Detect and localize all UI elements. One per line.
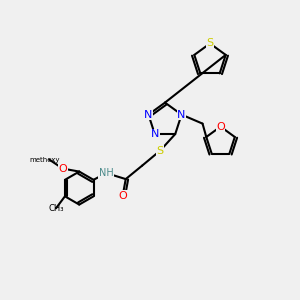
Text: NH: NH <box>99 168 114 178</box>
Text: O: O <box>118 190 127 201</box>
Text: CH₃: CH₃ <box>48 204 64 213</box>
Text: S: S <box>157 146 164 156</box>
Text: O: O <box>58 164 67 174</box>
Text: N: N <box>177 110 186 120</box>
Text: N: N <box>144 110 153 120</box>
Text: N: N <box>151 129 159 139</box>
Text: O: O <box>216 122 225 132</box>
Text: S: S <box>206 38 214 49</box>
Text: methoxy: methoxy <box>29 157 60 163</box>
